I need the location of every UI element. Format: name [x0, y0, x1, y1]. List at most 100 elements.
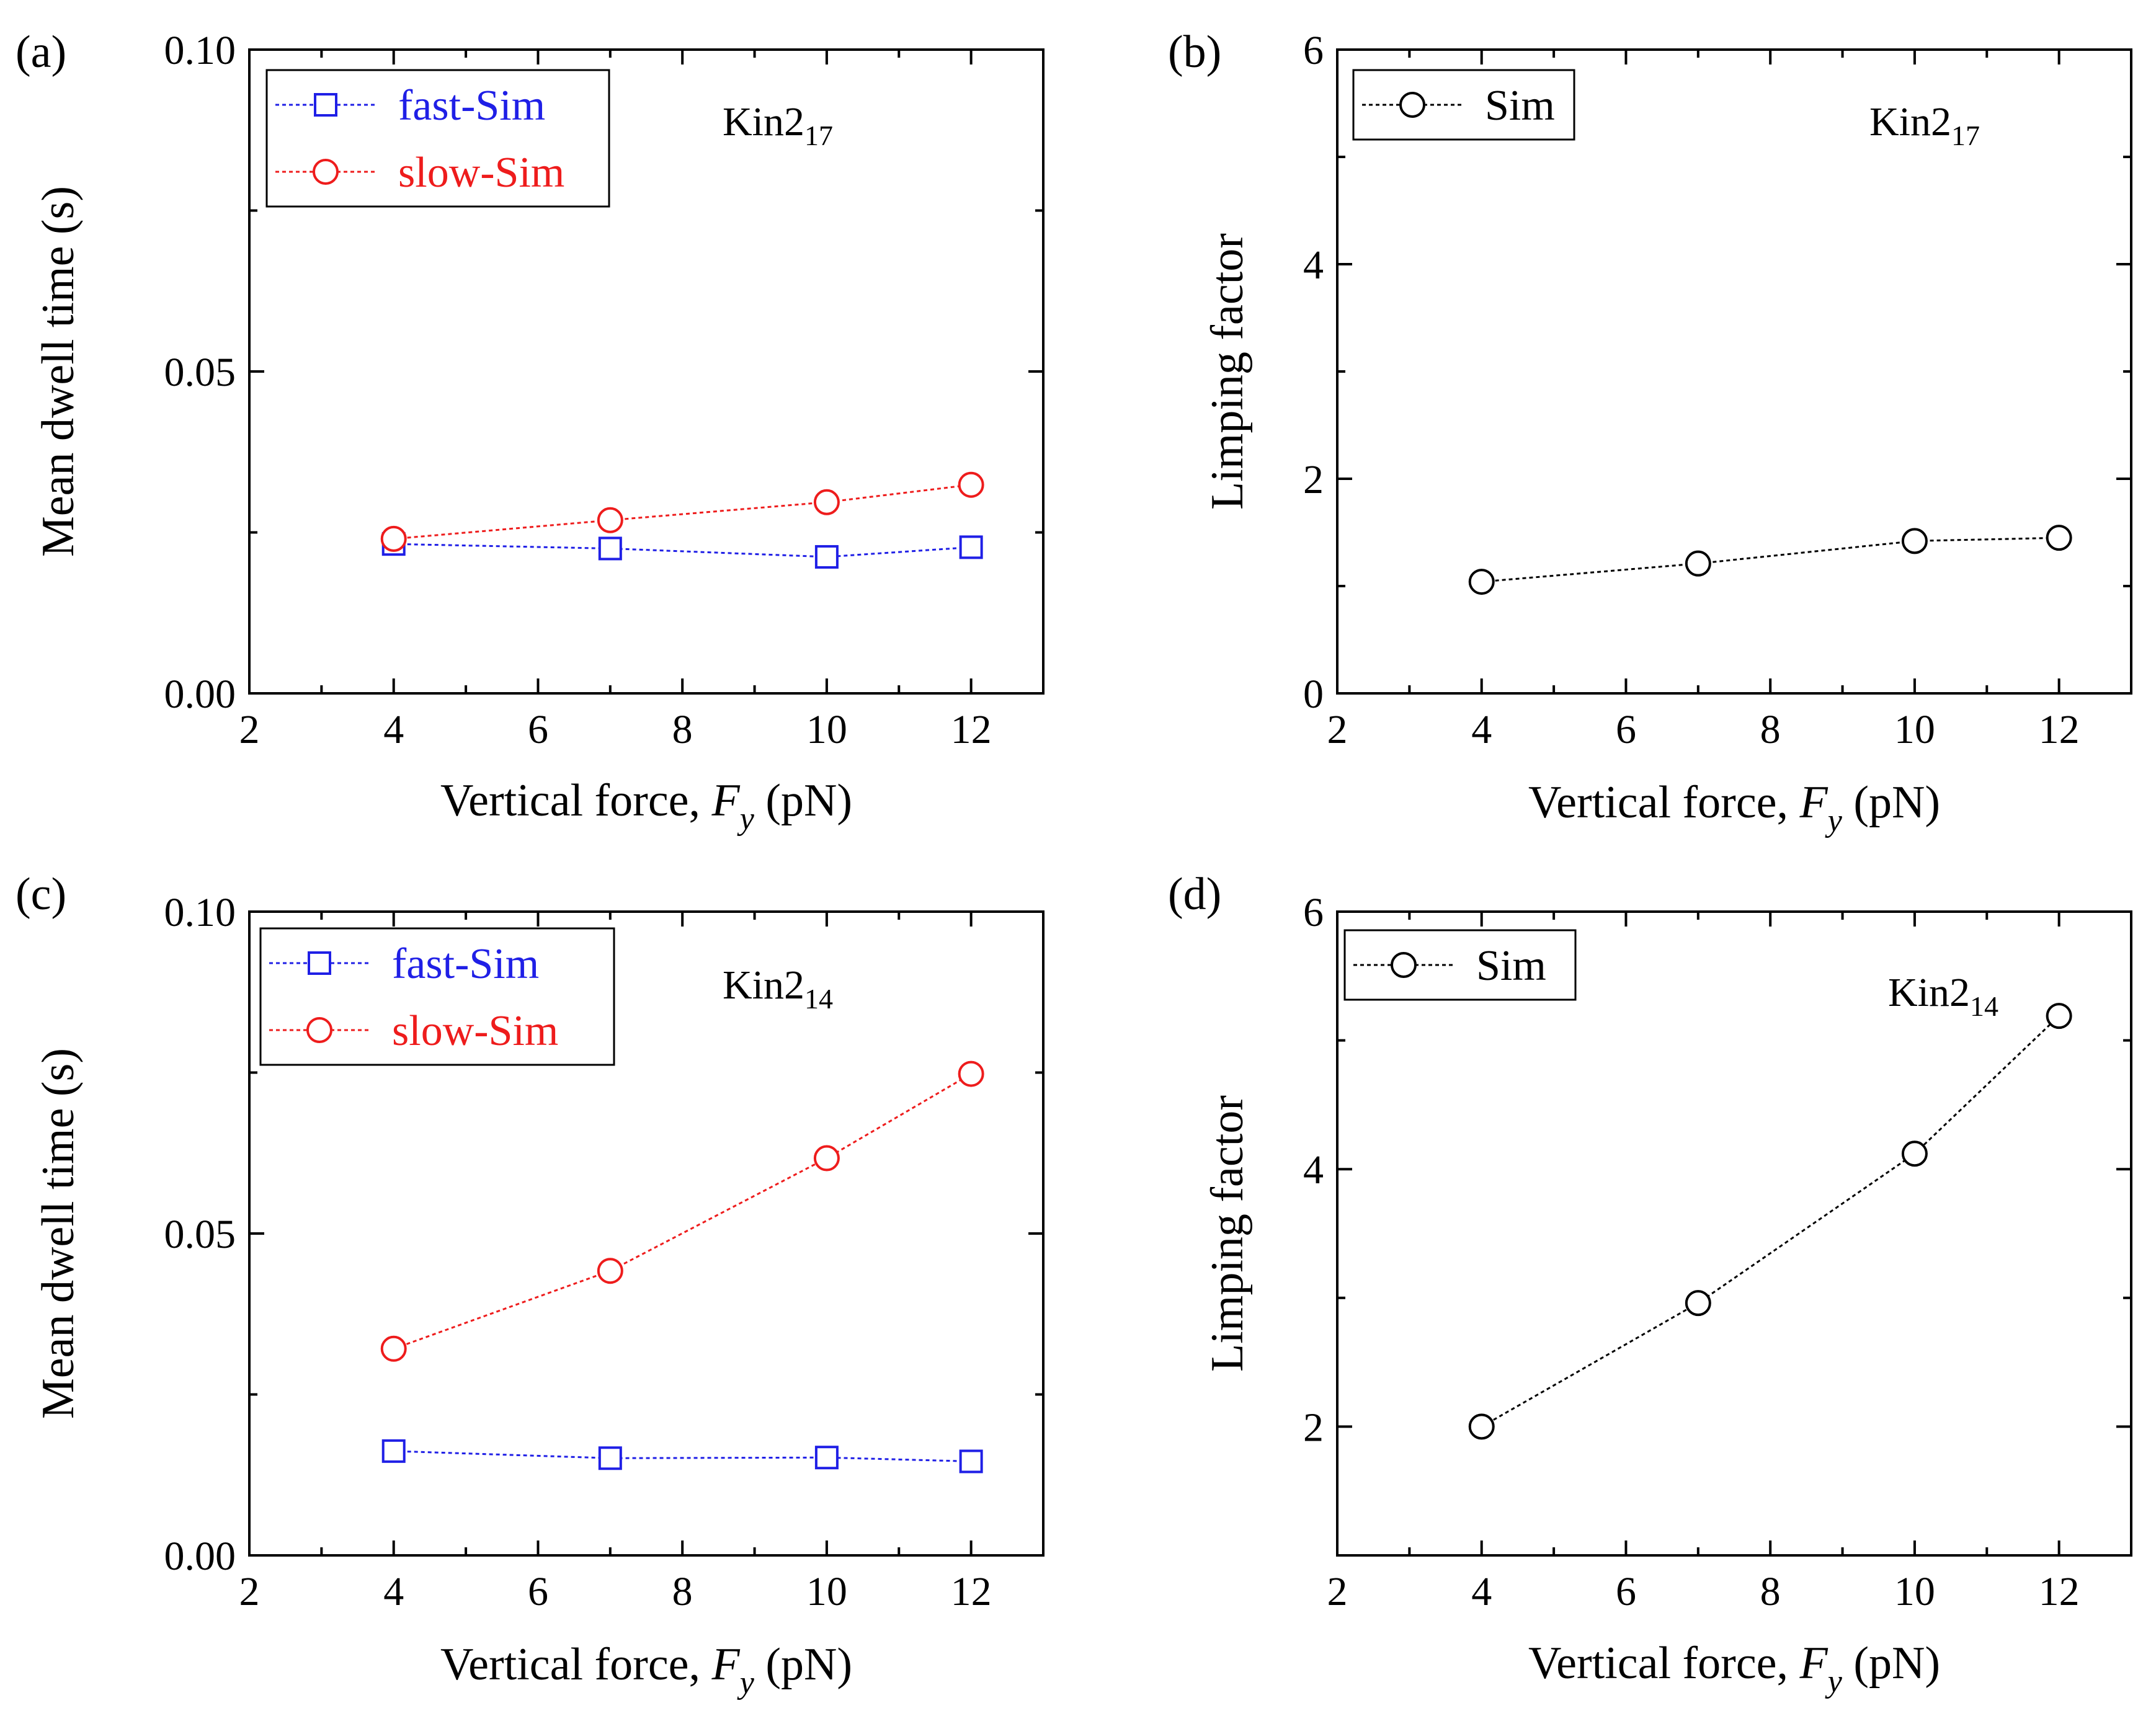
legend-label: fast-Sim	[398, 82, 545, 130]
y-tick-label: 4	[1303, 1147, 1324, 1193]
data-point	[380, 1335, 407, 1362]
kinesin-annotation: Kin214	[723, 962, 833, 1015]
data-point	[959, 1449, 983, 1474]
x-tick-label: 10	[1894, 1569, 1935, 1614]
x-tick-label: 6	[528, 707, 548, 752]
y-tick-label: 6	[1303, 890, 1324, 935]
x-tick-label: 4	[383, 707, 404, 752]
data-point	[381, 1439, 406, 1463]
legend-label: slow-Sim	[398, 149, 564, 197]
x-tick-label: 8	[1760, 707, 1781, 752]
kinesin-annotation: Kin217	[723, 99, 833, 151]
data-point	[1468, 1413, 1495, 1440]
x-tick-label: 10	[806, 707, 847, 752]
data-point	[813, 1145, 840, 1171]
series-line	[1481, 536, 2059, 583]
x-tick-label: 4	[383, 1569, 404, 1614]
y-tick-label: 0.00	[164, 672, 236, 717]
plot-frame	[1336, 48, 2132, 695]
data-point	[813, 489, 840, 515]
data-point	[1468, 569, 1495, 595]
data-point	[958, 471, 984, 498]
y-tick-label: 2	[1303, 457, 1324, 502]
x-tick-label: 4	[1471, 707, 1492, 752]
x-tick-label: 8	[1760, 1569, 1781, 1614]
legend-label: Sim	[1485, 82, 1555, 130]
panel-label: (d)	[1168, 869, 1221, 920]
x-tick-label: 4	[1471, 1569, 1492, 1614]
y-tick-label: 0.10	[164, 28, 236, 73]
x-axis-label: Vertical force, Fy (pN)	[440, 1639, 852, 1700]
series-line	[1481, 1015, 2060, 1428]
legend-label: fast-Sim	[392, 940, 539, 988]
chart-panel: (d) 2 4 6 8 10 12 2 4 6 Vertical force, Fy (pN) Lim…	[1168, 869, 2132, 1699]
data-point	[2046, 525, 2072, 551]
data-point	[598, 536, 622, 561]
panel-label: (b)	[1168, 27, 1221, 78]
y-axis-label: Limping factor	[1202, 233, 1253, 510]
legend-marker	[1399, 92, 1425, 118]
x-tick-label: 2	[1327, 1569, 1348, 1614]
plot-frame	[1336, 910, 2132, 1557]
x-tick-label: 12	[951, 707, 992, 752]
data-point	[959, 535, 983, 559]
x-axis-label: Vertical force, Fy (pN)	[440, 775, 852, 837]
data-point	[814, 545, 839, 569]
y-tick-label: 2	[1303, 1405, 1324, 1450]
x-axis-label: Vertical force, Fy (pN)	[1528, 1638, 1940, 1699]
x-tick-label: 10	[1894, 707, 1935, 752]
chart-panel: (c) 2 4 6 8 10 12 0.00 0.05 0.10 Vertical force, F…	[16, 869, 1045, 1700]
x-axis-label: Vertical force, Fy (pN)	[1528, 777, 1940, 838]
legend-label: Sim	[1476, 942, 1546, 990]
data-point	[597, 507, 623, 533]
x-tick-label: 12	[2039, 1569, 2080, 1614]
kinesin-annotation: Kin217	[1869, 99, 1980, 151]
data-point	[380, 525, 407, 552]
x-tick-label: 2	[1327, 707, 1348, 752]
y-axis-label: Mean dwell time (s)	[33, 186, 84, 557]
y-tick-label: 0.05	[164, 1212, 236, 1257]
y-axis-label: Mean dwell time (s)	[33, 1048, 84, 1419]
legend-marker	[1391, 952, 1417, 978]
y-tick-label: 4	[1303, 242, 1324, 288]
x-tick-label: 10	[806, 1569, 847, 1614]
x-tick-label: 12	[2039, 707, 2080, 752]
data-point	[597, 1258, 623, 1284]
data-point	[1685, 1290, 1711, 1317]
x-tick-label: 8	[672, 1569, 693, 1614]
x-tick-label: 6	[1616, 1569, 1636, 1614]
y-tick-label: 0.00	[164, 1534, 236, 1579]
y-tick-label: 6	[1303, 28, 1324, 73]
legend-marker	[314, 93, 337, 117]
x-tick-label: 12	[951, 1569, 992, 1614]
panel-label: (a)	[16, 27, 66, 78]
x-tick-label: 8	[672, 707, 693, 752]
legend-marker	[308, 951, 331, 975]
data-point	[958, 1060, 984, 1087]
x-tick-label: 2	[239, 707, 260, 752]
y-axis-label: Limping factor	[1202, 1095, 1253, 1372]
legend-label: slow-Sim	[392, 1007, 558, 1055]
x-tick-label: 6	[1616, 707, 1636, 752]
panel-label: (c)	[16, 869, 66, 920]
y-tick-label: 0.05	[164, 350, 236, 395]
y-tick-label: 0.10	[164, 890, 236, 935]
data-point	[1901, 528, 1928, 554]
series-line	[393, 484, 971, 540]
data-point	[598, 1446, 622, 1470]
kinesin-annotation: Kin214	[1888, 970, 1998, 1022]
data-point	[1685, 550, 1711, 577]
data-point	[2046, 1003, 2072, 1029]
series-line	[393, 1073, 972, 1350]
chart-panel: (a) 2 4 6 8 10 12 0.00 0.05 0.10 Vertical force, F…	[16, 27, 1045, 837]
legend-marker	[313, 159, 339, 185]
legend-marker	[306, 1017, 332, 1043]
x-tick-label: 6	[528, 1569, 548, 1614]
series-line	[393, 543, 971, 558]
data-point	[1901, 1140, 1928, 1167]
data-point	[814, 1446, 839, 1470]
series-line	[393, 1450, 971, 1462]
y-tick-label: 0	[1303, 672, 1324, 717]
